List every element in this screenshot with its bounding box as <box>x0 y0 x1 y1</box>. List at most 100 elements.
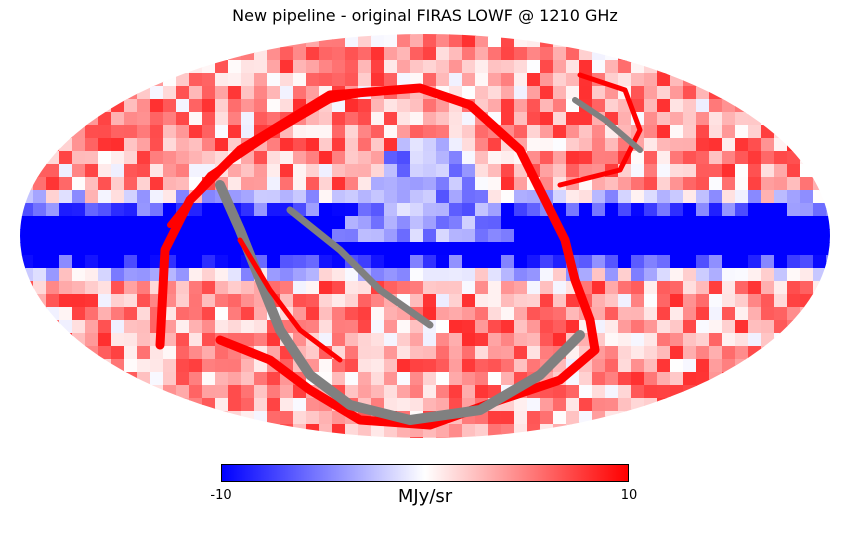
sky-pixel <box>384 268 398 282</box>
sky-pixel <box>332 320 346 334</box>
sky-pixel <box>488 216 502 230</box>
sky-pixel <box>670 255 684 269</box>
sky-pixel <box>566 294 580 308</box>
sky-pixel <box>605 359 619 373</box>
sky-pixel <box>761 203 775 217</box>
sky-pixel <box>709 138 723 152</box>
sky-pixel <box>397 60 411 74</box>
sky-pixel <box>267 47 281 61</box>
sky-pixel <box>46 281 60 295</box>
sky-pixel <box>683 281 697 295</box>
sky-pixel <box>267 203 281 217</box>
sky-pixel <box>189 398 203 412</box>
sky-pixel <box>189 203 203 217</box>
sky-pixel <box>384 164 398 178</box>
sky-pixel <box>423 255 437 269</box>
sky-pixel <box>683 203 697 217</box>
sky-pixel <box>124 346 138 360</box>
sky-pixel <box>241 385 255 399</box>
sky-pixel <box>163 346 177 360</box>
sky-pixel <box>566 125 580 139</box>
sky-pixel <box>176 333 190 347</box>
sky-pixel <box>20 229 34 243</box>
sky-pixel <box>475 60 489 74</box>
sky-pixel <box>72 242 86 256</box>
sky-pixel <box>345 99 359 113</box>
sky-pixel <box>215 112 229 126</box>
sky-pixel <box>241 112 255 126</box>
sky-pixel <box>397 47 411 61</box>
sky-pixel <box>605 372 619 386</box>
sky-pixel <box>436 73 450 87</box>
sky-pixel <box>605 86 619 100</box>
sky-pixel <box>605 216 619 230</box>
sky-pixel <box>319 320 333 334</box>
sky-pixel <box>228 359 242 373</box>
sky-pixel <box>384 190 398 204</box>
sky-pixel <box>436 190 450 204</box>
sky-pixel <box>85 203 99 217</box>
sky-pixel <box>527 47 541 61</box>
sky-pixel <box>514 307 528 321</box>
sky-pixel <box>254 99 268 113</box>
sky-pixel <box>722 99 736 113</box>
sky-pixel <box>332 268 346 282</box>
sky-pixel <box>410 47 424 61</box>
sky-pixel <box>241 99 255 113</box>
sky-pixel <box>33 268 47 282</box>
sky-pixel <box>280 385 294 399</box>
sky-pixel <box>124 125 138 139</box>
sky-pixel <box>592 294 606 308</box>
sky-pixel <box>384 372 398 386</box>
sky-pixel <box>475 307 489 321</box>
sky-pixel <box>384 307 398 321</box>
sky-pixel <box>254 216 268 230</box>
sky-pixel <box>657 307 671 321</box>
sky-pixel <box>696 125 710 139</box>
sky-pixel <box>371 268 385 282</box>
sky-pixel <box>501 112 515 126</box>
sky-pixel <box>514 73 528 87</box>
sky-pixel <box>228 86 242 100</box>
sky-pixel <box>618 47 632 61</box>
sky-pixel <box>423 47 437 61</box>
sky-pixel <box>475 190 489 204</box>
sky-pixel <box>124 216 138 230</box>
sky-pixel <box>436 333 450 347</box>
sky-pixel <box>592 190 606 204</box>
sky-pixel <box>293 73 307 87</box>
sky-pixel <box>618 73 632 87</box>
sky-pixel <box>436 216 450 230</box>
sky-pixel <box>410 34 424 48</box>
sky-pixel <box>20 281 34 295</box>
sky-pixel <box>748 320 762 334</box>
sky-pixel <box>124 86 138 100</box>
sky-pixel <box>592 385 606 399</box>
sky-pixel <box>514 229 528 243</box>
sky-pixel <box>241 307 255 321</box>
sky-pixel <box>189 86 203 100</box>
sky-pixel <box>449 346 463 360</box>
sky-pixel <box>163 359 177 373</box>
sky-pixel <box>20 268 34 282</box>
sky-pixel <box>280 47 294 61</box>
sky-pixel <box>722 294 736 308</box>
sky-pixel <box>787 255 801 269</box>
sky-pixel <box>176 99 190 113</box>
sky-pixel <box>241 216 255 230</box>
sky-pixel <box>813 164 827 178</box>
sky-pixel <box>657 398 671 412</box>
sky-pixel <box>696 138 710 152</box>
sky-pixel <box>631 86 645 100</box>
sky-pixel <box>111 125 125 139</box>
sky-pixel <box>241 294 255 308</box>
sky-pixel <box>787 138 801 152</box>
sky-pixel <box>501 281 515 295</box>
sky-pixel <box>605 203 619 217</box>
sky-pixel <box>644 86 658 100</box>
sky-pixel <box>579 268 593 282</box>
sky-pixel <box>813 203 827 217</box>
sky-pixel <box>761 242 775 256</box>
sky-pixel <box>358 307 372 321</box>
sky-pixel <box>722 333 736 347</box>
